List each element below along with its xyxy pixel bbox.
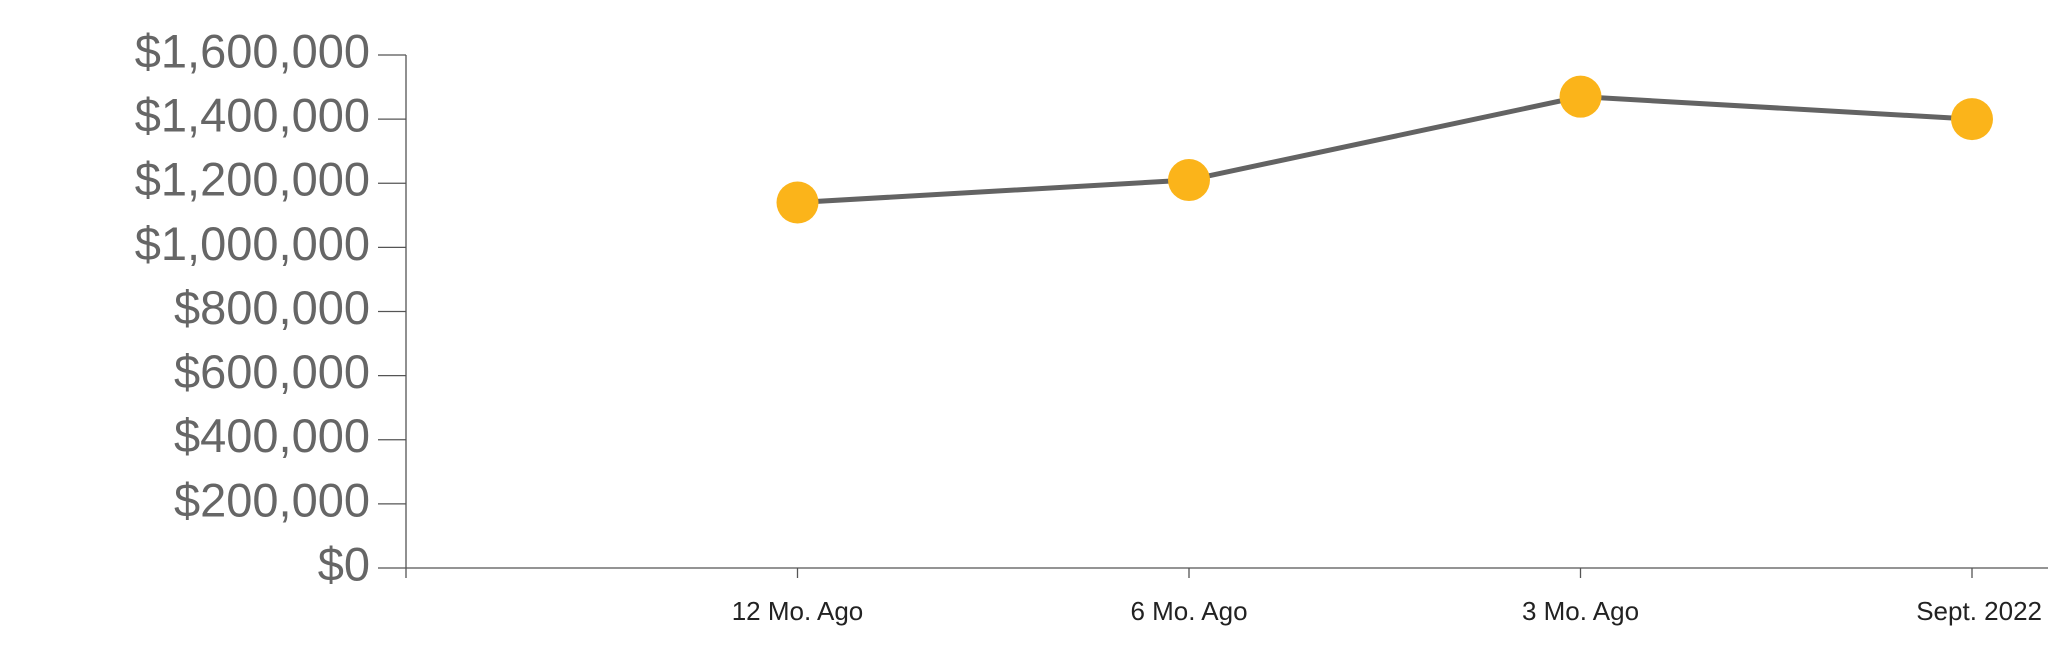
x-tick-label: 6 Mo. Ago: [1130, 596, 1247, 626]
y-tick-label: $400,000: [174, 409, 370, 462]
x-tick-label: 12 Mo. Ago: [732, 596, 864, 626]
y-tick-label: $0: [318, 537, 370, 590]
x-tick-label: 3 Mo. Ago: [1522, 596, 1639, 626]
y-tick-label: $200,000: [174, 473, 370, 526]
y-tick-label: $1,400,000: [135, 89, 370, 142]
line: [797, 94, 1973, 205]
y-tick-label: $800,000: [174, 281, 370, 334]
y-tick-label: $1,600,000: [135, 24, 370, 77]
point: [1951, 98, 1993, 141]
point: [1559, 75, 1602, 118]
x-tick-label: Sept. 2022: [1916, 596, 2042, 626]
point: [1168, 159, 1210, 202]
y-tick-label: $1,000,000: [135, 217, 370, 270]
point: [776, 181, 819, 224]
y-tick-label: $600,000: [174, 345, 370, 398]
y-tick-label: $1,200,000: [135, 153, 370, 206]
